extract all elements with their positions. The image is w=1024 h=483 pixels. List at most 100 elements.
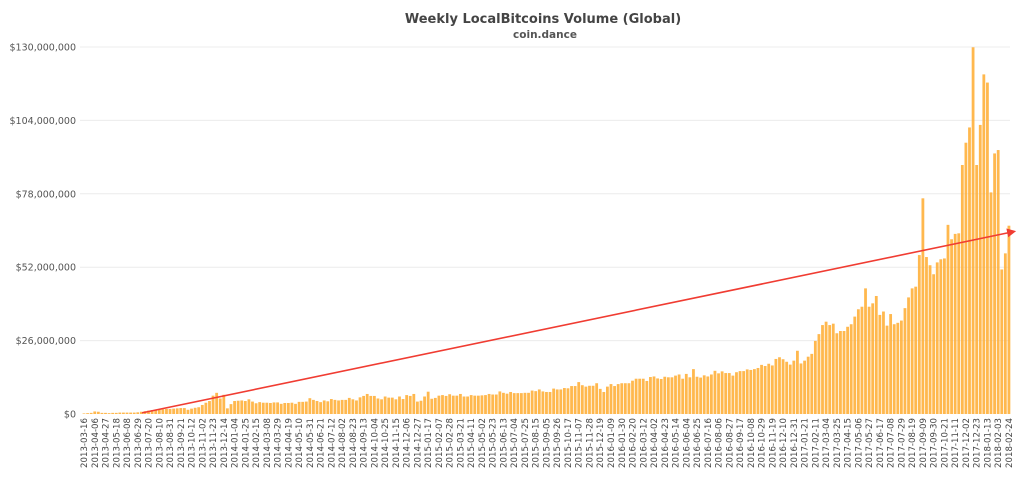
bar xyxy=(566,388,570,414)
bar xyxy=(139,411,143,414)
x-tick-label: 2017-12-23 xyxy=(973,418,983,468)
bar xyxy=(813,340,817,414)
x-tick-label: 2016-06-04 xyxy=(682,418,692,468)
x-tick-label: 2013-10-12 xyxy=(188,418,198,468)
bar xyxy=(229,404,233,414)
bar xyxy=(186,409,190,414)
bar xyxy=(226,408,229,414)
bar xyxy=(319,402,323,414)
bar xyxy=(215,392,219,414)
bar xyxy=(810,353,814,414)
x-tick-label: 2015-05-02 xyxy=(478,418,488,468)
x-tick-label: 2016-11-19 xyxy=(768,418,778,468)
x-tick-label: 2013-08-10 xyxy=(155,418,165,468)
bar xyxy=(892,324,896,414)
bar xyxy=(154,409,158,414)
x-tick-label: 2014-04-19 xyxy=(284,418,294,468)
bar xyxy=(301,401,305,414)
bar xyxy=(258,402,262,414)
bar xyxy=(329,399,333,414)
bar xyxy=(903,308,907,414)
x-tick-label: 2016-10-29 xyxy=(758,418,768,468)
x-tick-label: 2017-04-15 xyxy=(844,418,854,468)
x-tick-label: 2014-03-08 xyxy=(263,418,273,468)
x-tick-label: 2016-12-10 xyxy=(779,418,789,468)
bar xyxy=(387,397,391,414)
bar xyxy=(372,395,376,414)
bar xyxy=(208,401,211,414)
bar xyxy=(724,373,728,414)
x-tick-label: 2017-01-21 xyxy=(801,418,811,468)
bar xyxy=(125,412,129,414)
bar xyxy=(441,395,444,414)
bar xyxy=(426,391,430,414)
bar xyxy=(165,408,168,414)
bar xyxy=(197,407,201,414)
bar xyxy=(864,288,867,414)
bar xyxy=(93,411,97,414)
bar xyxy=(842,331,846,414)
bar xyxy=(376,398,380,414)
x-tick-label: 2013-05-18 xyxy=(112,418,122,468)
x-tick-label: 2015-05-23 xyxy=(489,418,499,468)
bar xyxy=(114,412,118,414)
bar xyxy=(584,386,588,414)
bar xyxy=(971,47,975,414)
bar xyxy=(953,233,957,414)
bar xyxy=(925,257,928,414)
bar xyxy=(243,401,247,414)
bar xyxy=(889,314,893,414)
bar xyxy=(380,399,383,414)
x-tick-label: 2017-10-21 xyxy=(940,418,950,468)
bar xyxy=(150,410,154,414)
bar xyxy=(659,378,663,414)
bar xyxy=(269,402,272,414)
bar xyxy=(649,377,652,414)
bar xyxy=(519,393,523,414)
bar xyxy=(835,333,839,414)
bar xyxy=(631,380,634,414)
x-tick-label: 2015-08-15 xyxy=(532,418,542,468)
x-tick-label: 2013-11-02 xyxy=(198,418,208,468)
bar xyxy=(878,314,882,414)
bar xyxy=(1003,253,1007,414)
bar xyxy=(666,377,670,414)
bar xyxy=(706,376,710,414)
bar xyxy=(978,124,982,414)
x-tick-label: 2017-08-19 xyxy=(908,418,918,468)
bar xyxy=(297,401,301,414)
bar xyxy=(570,386,573,414)
bar xyxy=(656,378,659,414)
x-tick-label: 2018-02-24 xyxy=(1005,418,1015,468)
bar xyxy=(401,399,405,414)
bar xyxy=(211,395,215,414)
bar xyxy=(695,376,699,414)
bar xyxy=(623,383,627,414)
bar xyxy=(451,395,455,414)
x-tick-label: 2018-02-03 xyxy=(994,418,1004,468)
bar xyxy=(416,401,419,414)
bar xyxy=(437,395,441,414)
bar xyxy=(598,388,602,414)
bar xyxy=(469,395,473,414)
x-tick-label: 2014-01-04 xyxy=(231,418,241,468)
trend-arrow xyxy=(141,228,1017,414)
x-tick-label: 2013-07-20 xyxy=(145,418,155,468)
bar xyxy=(960,165,964,414)
bar xyxy=(670,377,674,414)
bar xyxy=(946,224,950,414)
x-tick-label: 2016-08-27 xyxy=(725,418,735,468)
bar xyxy=(749,369,753,414)
bar xyxy=(552,388,556,414)
x-tick-label: 2016-08-06 xyxy=(715,418,725,468)
x-tick-label: 2013-11-23 xyxy=(209,418,219,468)
x-tick-label: 2017-12-02 xyxy=(962,418,972,468)
bar xyxy=(796,350,799,414)
bar xyxy=(692,369,695,414)
bar xyxy=(322,400,326,414)
x-tick-label: 2015-02-28 xyxy=(446,418,456,468)
x-tick-label: 2015-04-11 xyxy=(467,418,477,468)
bar xyxy=(799,363,803,414)
bar xyxy=(856,309,860,414)
bar xyxy=(459,393,462,414)
